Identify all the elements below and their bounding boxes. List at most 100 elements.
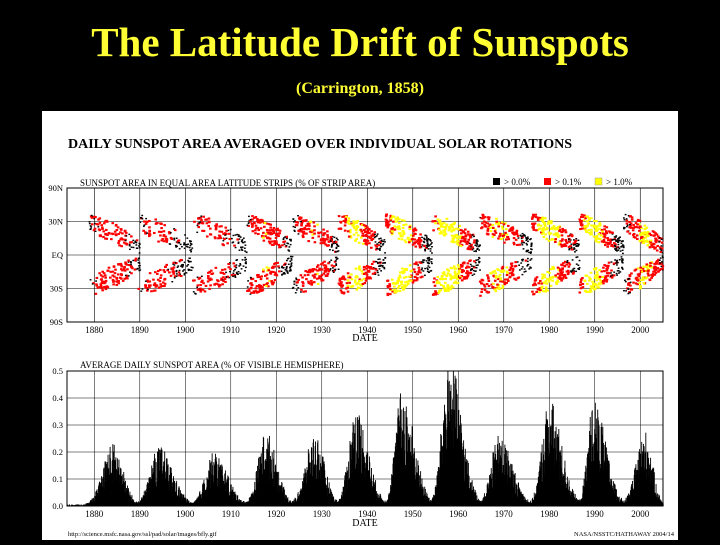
- butterfly-spot: [452, 241, 455, 243]
- butterfly-spot: [189, 247, 191, 248]
- butterfly-spot: [245, 267, 247, 268]
- butterfly-spot: [418, 244, 421, 246]
- butterfly-spot: [532, 284, 535, 286]
- butterfly-spot: [531, 223, 534, 225]
- butterfly-spot: [254, 229, 257, 231]
- butterfly-spot: [497, 225, 500, 227]
- butterfly-spot: [101, 282, 104, 284]
- butterfly-spot: [331, 245, 333, 246]
- butterfly-spot: [415, 229, 418, 231]
- butterfly-spot: [336, 244, 338, 245]
- butterfly-spot: [235, 260, 237, 261]
- butterfly-spot: [255, 216, 258, 218]
- butterfly-spot: [478, 261, 480, 262]
- butterfly-spot: [311, 269, 314, 271]
- butterfly-spot: [513, 242, 516, 244]
- butterfly-spot: [497, 269, 500, 271]
- butterfly-spot: [358, 280, 361, 282]
- butterfly-spot: [101, 228, 104, 230]
- butterfly-spot: [497, 237, 500, 239]
- butterfly-spot: [643, 282, 646, 284]
- butterfly-spot: [650, 274, 653, 276]
- butterfly-x-tick-label: 1910: [222, 325, 241, 335]
- butterfly-spot: [589, 289, 592, 291]
- butterfly-spot: [121, 269, 124, 271]
- butterfly-spot: [512, 274, 515, 276]
- butterfly-spot: [632, 227, 635, 229]
- butterfly-spot: [456, 282, 459, 284]
- butterfly-spot: [486, 283, 489, 285]
- butterfly-spot: [565, 277, 568, 279]
- area-x-tick-label: 1910: [222, 509, 241, 519]
- butterfly-spot: [208, 221, 211, 223]
- butterfly-spot: [543, 236, 546, 238]
- butterfly-spot: [330, 259, 332, 260]
- butterfly-spot: [645, 266, 648, 268]
- legend-label-yellow: > 1.0%: [606, 177, 633, 187]
- butterfly-spot: [199, 290, 202, 292]
- legend-label-black: > 0.0%: [504, 177, 531, 187]
- butterfly-spot: [431, 263, 433, 264]
- butterfly-spot: [183, 269, 185, 270]
- butterfly-spot: [127, 260, 130, 262]
- butterfly-spot: [141, 215, 143, 216]
- butterfly-spot: [635, 282, 638, 284]
- butterfly-spot: [274, 266, 277, 268]
- butterfly-spot: [224, 278, 227, 280]
- butterfly-spot: [273, 240, 276, 242]
- butterfly-spot: [623, 217, 625, 218]
- butterfly-spot: [531, 249, 533, 250]
- butterfly-spot: [641, 277, 644, 279]
- butterfly-spot: [446, 288, 449, 290]
- butterfly-spot: [200, 281, 203, 283]
- area-cycle-label: 18: [398, 493, 406, 502]
- butterfly-spot: [620, 243, 622, 244]
- butterfly-spot: [363, 278, 366, 280]
- butterfly-spot: [252, 230, 255, 232]
- butterfly-spot: [494, 280, 497, 282]
- butterfly-spot: [361, 270, 364, 272]
- butterfly-spot: [130, 235, 133, 237]
- butterfly-spot: [215, 283, 218, 285]
- butterfly-spot: [427, 245, 429, 246]
- butterfly-spot: [248, 223, 250, 224]
- butterfly-spot: [599, 222, 602, 224]
- butterfly-spot: [91, 217, 94, 219]
- butterfly-x-tick-label: 1890: [131, 325, 150, 335]
- butterfly-spot: [562, 229, 565, 231]
- butterfly-spot: [384, 241, 386, 242]
- butterfly-spot: [206, 235, 209, 237]
- butterfly-spot: [144, 224, 146, 225]
- butterfly-spot: [197, 226, 200, 228]
- butterfly-spot: [100, 278, 103, 280]
- butterfly-spot: [522, 233, 524, 234]
- butterfly-spot: [325, 266, 328, 268]
- butterfly-spot: [603, 225, 606, 227]
- butterfly-spot: [112, 233, 115, 235]
- butterfly-spot: [384, 257, 386, 258]
- butterfly-spot: [242, 259, 244, 260]
- butterfly-spot: [322, 229, 325, 231]
- butterfly-spot: [355, 238, 358, 240]
- butterfly-spot: [423, 261, 425, 262]
- butterfly-spot: [532, 214, 535, 216]
- butterfly-spot: [103, 286, 106, 288]
- butterfly-spot: [230, 229, 232, 230]
- butterfly-spot: [159, 277, 162, 279]
- area-cycle-label: 22: [589, 493, 597, 502]
- footer-credit: NASA/NSSTC/HATHAWAY 2004/14: [574, 531, 675, 538]
- butterfly-spot: [225, 234, 227, 235]
- butterfly-spot: [548, 240, 551, 242]
- butterfly-spot: [297, 287, 299, 288]
- butterfly-spot: [148, 230, 151, 232]
- butterfly-spot: [254, 280, 257, 282]
- butterfly-spot: [163, 279, 166, 281]
- butterfly-spot: [105, 229, 108, 231]
- butterfly-spot: [313, 277, 316, 279]
- butterfly-spot: [568, 238, 570, 239]
- butterfly-spot: [152, 279, 155, 281]
- butterfly-spot: [572, 272, 575, 274]
- butterfly-spot: [425, 235, 427, 236]
- butterfly-spot: [638, 275, 641, 277]
